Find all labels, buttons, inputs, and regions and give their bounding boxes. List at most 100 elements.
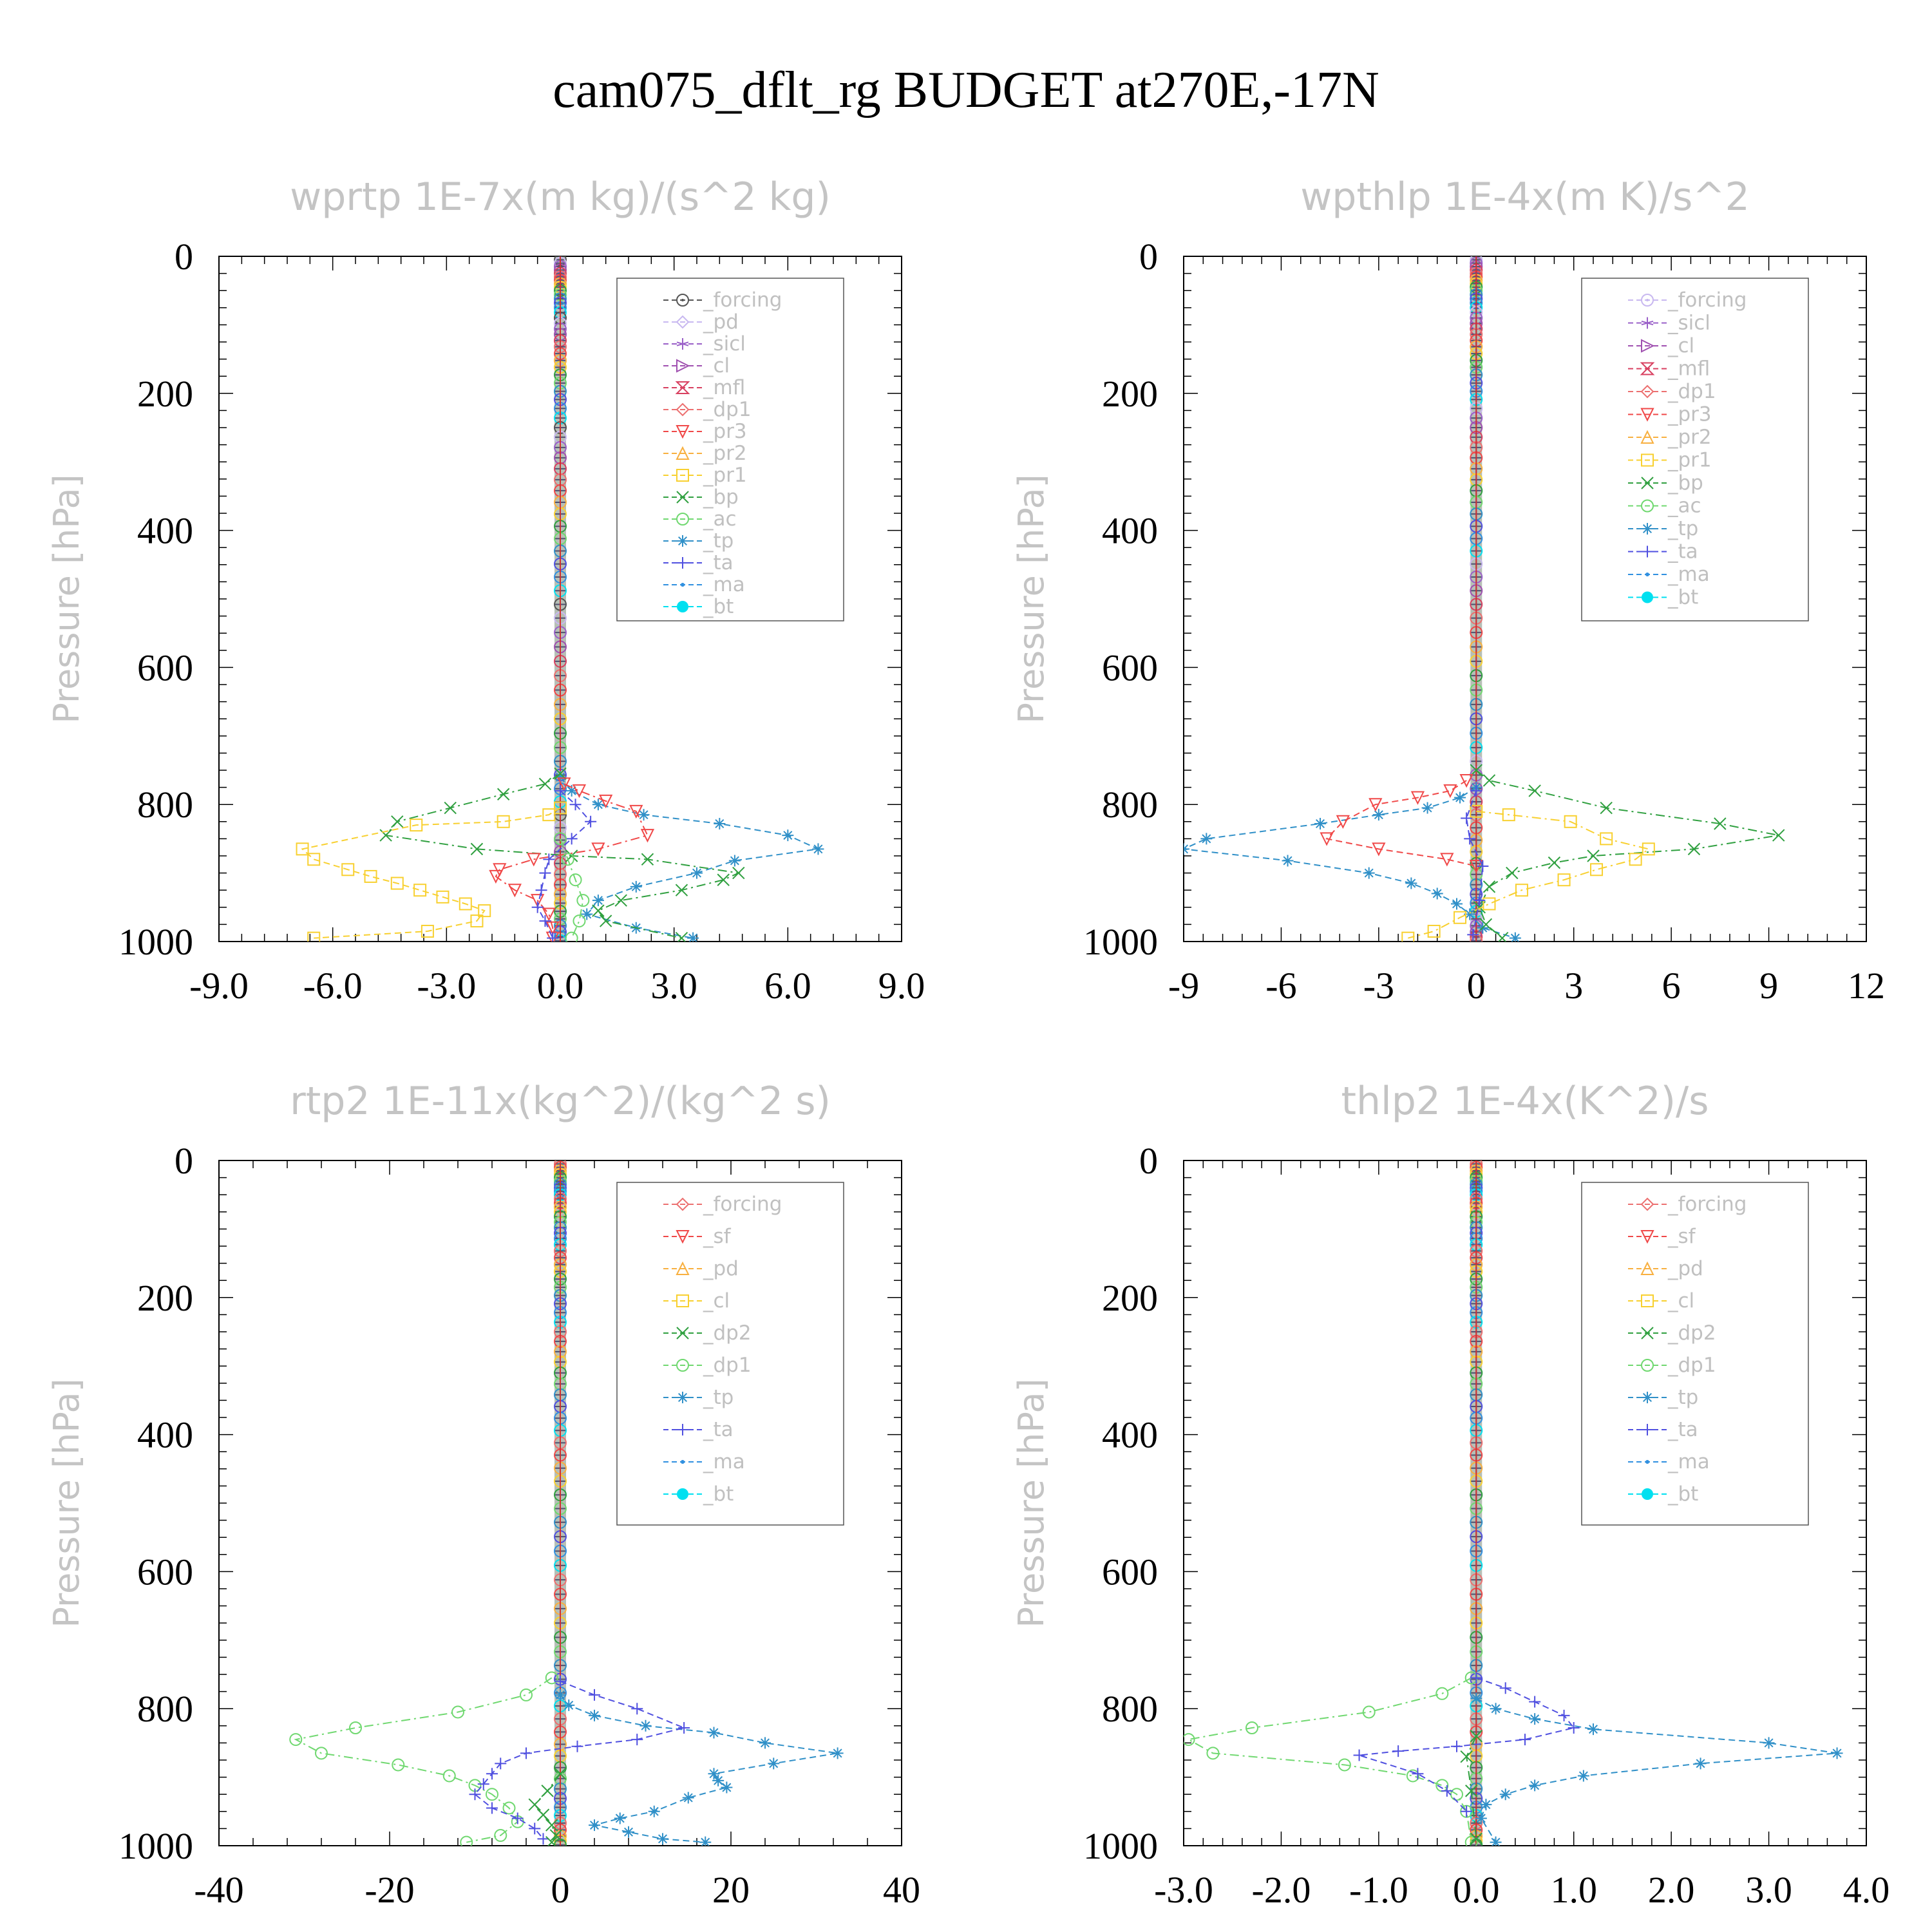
legend-item_pr2: _pr2	[1628, 426, 1712, 449]
data-point	[1464, 1835, 1478, 1846]
data-point	[1600, 801, 1613, 815]
data-point	[364, 869, 377, 883]
legend-item_ma: _ma	[1628, 563, 1710, 586]
data-point	[497, 815, 510, 828]
data-point	[1772, 829, 1785, 842]
minor-ticks	[1183, 1160, 1867, 1846]
data-point	[421, 925, 434, 938]
legend-label: _bt	[703, 1482, 734, 1506]
data-point	[712, 1774, 724, 1786]
data-point	[539, 867, 551, 879]
data-point	[639, 1719, 652, 1732]
data-point	[599, 914, 612, 927]
data-point	[631, 1703, 643, 1715]
data-point	[1245, 1721, 1258, 1734]
series-line	[495, 783, 649, 938]
legend-label: _pr2	[1667, 426, 1712, 449]
data-area	[1184, 256, 1785, 942]
data-point	[493, 863, 507, 877]
data-point	[657, 1833, 668, 1845]
data-point	[392, 1758, 405, 1772]
data-point	[675, 884, 688, 896]
data-point	[591, 842, 605, 857]
data-point	[554, 1689, 566, 1701]
data-point	[469, 1788, 481, 1801]
legend-label: _pr3	[1667, 403, 1712, 426]
x-tick-label: 20	[712, 1869, 750, 1911]
data-point	[1482, 880, 1496, 893]
legend-label: _cl	[703, 1289, 730, 1312]
panel-3: rtp2 1E-11x(kg^2)/(kg^2 s) Pressure [hPa]…	[46, 1079, 920, 1911]
data-point	[638, 809, 650, 821]
legend-item_dp2: _dp2	[1628, 1321, 1716, 1345]
legend-label: _forcing	[1667, 1193, 1747, 1216]
data-point	[1587, 1723, 1599, 1736]
data-point	[623, 1826, 634, 1838]
legend: _forcing _sf _pd _cl _dp2 _dp1 _tp _ta _ma _bt	[616, 1182, 844, 1526]
data-point	[1587, 849, 1600, 862]
data-point	[1464, 833, 1476, 845]
y-tick-label: 600	[137, 1551, 193, 1593]
data-point	[1479, 918, 1493, 931]
legend-label: _forcing	[703, 289, 782, 312]
data-point	[531, 894, 545, 908]
data-point	[599, 794, 613, 809]
series-line	[560, 777, 821, 939]
data-point	[486, 1768, 498, 1780]
data-point	[1528, 784, 1541, 797]
legend-label: _dp1	[1667, 380, 1716, 403]
legend-item_mfl: _mfl	[1628, 357, 1710, 381]
data-point	[1401, 931, 1415, 942]
data-point	[581, 908, 593, 920]
legend-item_bp: _bp	[663, 486, 739, 509]
data-point	[1412, 1768, 1424, 1780]
x-tick-label: -6.0	[303, 965, 363, 1007]
data-point	[1372, 842, 1386, 857]
y-tick-label: 600	[1102, 1551, 1158, 1593]
data-point	[1482, 897, 1496, 911]
y-tick-label: 400	[1102, 1414, 1158, 1456]
series-line	[384, 773, 741, 939]
data-point	[507, 884, 522, 898]
data-point	[1431, 887, 1443, 900]
data-point	[1480, 1799, 1492, 1811]
x-tick-label: -40	[194, 1869, 243, 1911]
x-tick-label: -2.0	[1252, 1869, 1311, 1911]
x-tick-label: 6	[1662, 965, 1681, 1007]
data-point	[1362, 1705, 1376, 1719]
data-point	[1495, 931, 1509, 942]
legend-label: _sf	[703, 1225, 732, 1248]
data-point	[1470, 1672, 1482, 1684]
legend: _forcing_sicl_cl_mfl_dp1_pr3_pr2_pr1_bp_…	[1581, 278, 1809, 621]
data-point	[563, 1699, 575, 1711]
data-point	[520, 1688, 533, 1701]
data-point	[545, 1835, 558, 1846]
data-point	[1427, 925, 1441, 938]
data-point	[592, 904, 605, 917]
x-tick-label: 0	[1467, 965, 1486, 1007]
data-point	[1577, 1770, 1589, 1782]
y-tick-label: 200	[137, 373, 193, 415]
legend-label: _pr1	[1667, 449, 1712, 472]
legend-item_mfl: _mfl	[663, 376, 745, 399]
x-tick-label: 40	[883, 1869, 920, 1911]
data-point	[554, 771, 566, 783]
data-point	[572, 784, 587, 799]
data-point	[571, 1740, 583, 1752]
legend-label: _pr2	[703, 442, 747, 465]
data-point	[589, 1689, 600, 1701]
data-point	[1467, 929, 1479, 941]
data-point	[812, 843, 824, 855]
series_ta	[1353, 1672, 1580, 1817]
legend-label: _bt	[1667, 1482, 1698, 1506]
data-point	[528, 1798, 541, 1811]
data-point	[721, 1781, 733, 1794]
y-tick-label: 200	[1102, 373, 1158, 415]
legend-label: _ma	[1667, 563, 1710, 586]
data-point	[1405, 877, 1417, 889]
panel-title: wprtp 1E-7x(m kg)/(s^2 kg)	[290, 175, 831, 220]
y-tick-label: 400	[137, 1414, 193, 1456]
panel-title: thlp2 1E-4x(K^2)/s	[1341, 1079, 1709, 1124]
panel-title: wpthlp 1E-4x(m K)/s^2	[1300, 175, 1750, 220]
data-point	[542, 907, 556, 922]
